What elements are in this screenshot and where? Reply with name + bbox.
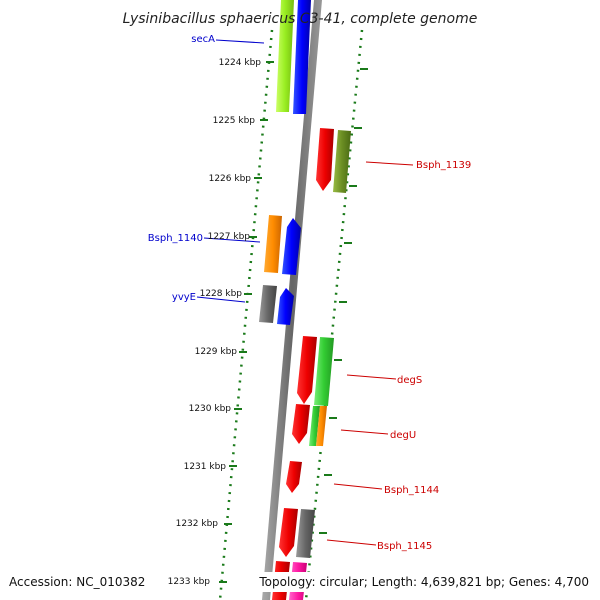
gene-bsph-1145 [296, 509, 315, 558]
kbp-tick-labels: 1224 kbp 1225 kbp 1226 kbp 1227 kbp 1228… [168, 58, 262, 587]
label-leader-lines [196, 39, 414, 546]
tick-label: 1225 kbp [213, 116, 256, 126]
gene-bsph-1144 [286, 461, 302, 493]
gene-label-bsph-1144[interactable]: Bsph_1144 [384, 485, 439, 496]
tick-label: 1224 kbp [219, 58, 262, 68]
gene-bsph-1139-a [316, 128, 334, 191]
gene-red-degS [297, 336, 317, 404]
gene-red-1145 [279, 508, 298, 557]
gene-label-degU[interactable]: degU [390, 430, 416, 441]
tick-label: 1231 kbp [184, 462, 227, 472]
tick-label: 1233 kbp [168, 577, 211, 587]
gene-secA [276, 0, 294, 112]
gene-labels: secA Bsph_1139 Bsph_1140 yvyE degS degU … [148, 34, 471, 552]
gene-degU-green [309, 406, 320, 446]
gene-label-bsph-1145[interactable]: Bsph_1145 [377, 541, 432, 552]
tick-label: 1229 kbp [195, 347, 238, 357]
gene-label-degS[interactable]: degS [397, 375, 422, 386]
tick-label: 1226 kbp [209, 174, 252, 184]
tick-label: 1227 kbp [208, 232, 251, 242]
footer-backdrop [258, 572, 594, 592]
gene-blue-top [293, 0, 311, 114]
gene-bsph-1140 [264, 215, 282, 273]
gene-label-secA[interactable]: secA [191, 34, 215, 45]
gene-blue-low [277, 288, 294, 325]
gene-label-bsph-1139[interactable]: Bsph_1139 [416, 160, 471, 171]
tick-label: 1230 kbp [189, 404, 232, 414]
topology-text: Topology: circular; Length: 4,639,821 bp… [258, 575, 589, 589]
tick-label: 1228 kbp [200, 289, 243, 299]
gene-degU [316, 406, 327, 446]
major-ticks [219, 61, 368, 591]
gene-blue-mid [282, 218, 301, 275]
tick-label: 1232 kbp [176, 519, 219, 529]
accession-text: Accession: NC_010382 [9, 575, 145, 589]
gene-degS [314, 337, 334, 406]
gene-red-degU [292, 404, 310, 444]
map-title: Lysinibacillus sphaericus C3-41, complet… [123, 11, 478, 27]
gene-label-bsph-1140[interactable]: Bsph_1140 [148, 233, 203, 244]
gene-bsph-1139 [333, 130, 351, 193]
gene-yvyE [259, 285, 277, 323]
gene-label-yvyE[interactable]: yvyE [172, 292, 196, 303]
